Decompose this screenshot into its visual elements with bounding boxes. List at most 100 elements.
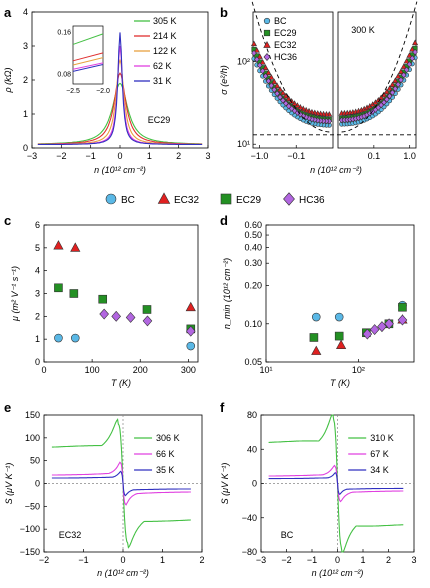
panel-b-point-3 (409, 55, 416, 62)
panel-b-legend-label: EC32 (274, 40, 297, 50)
panel-a-ytick-label: 2 (23, 75, 28, 85)
panel-f-xtick-label: 1 (360, 555, 365, 565)
legend-marker-ec29 (220, 193, 232, 205)
panel-b-point-2 (397, 68, 404, 74)
panel-e-legend-label: 66 K (156, 449, 175, 459)
panel-e-xtick-label: −1 (78, 555, 88, 565)
panel-b-legend-marker (263, 29, 271, 37)
legend-marker-ec32 (157, 192, 171, 204)
panel-b-point-2 (279, 89, 286, 96)
legend-label-ec32: EC32 (174, 195, 199, 206)
legend-label-hc36: HC36 (299, 195, 325, 206)
panel-e-ytick-label: 150 (25, 410, 40, 420)
panel-a-inset-xtick-label: −2.0 (96, 88, 110, 95)
panel-b-point-3 (254, 56, 260, 63)
panel-b-ylabel: σ (e²/h) (219, 65, 229, 94)
panel-f-xtick-label: 2 (386, 555, 391, 565)
panel-b-legend-label: EC29 (274, 28, 297, 38)
panel-a-inset-curve-0 (72, 33, 104, 45)
panel-b-point-2 (259, 59, 266, 65)
panel-b-legend-marker (263, 41, 271, 48)
panel-d-ytick-label: 0.50 (244, 230, 262, 240)
legend-marker-hc36 (283, 192, 295, 206)
panel-b-point-3 (386, 92, 393, 100)
panel-b-legend-label: BC (274, 16, 287, 26)
panel-a-ytick-label: 1 (23, 109, 28, 119)
panel-c-xtick-label: 100 (85, 365, 100, 375)
panel-f-ytick-label: 40 (247, 444, 257, 454)
panel-a-xtick-label: −3 (27, 151, 37, 161)
panel-f-ytick-label: 0 (252, 479, 257, 489)
panel-c-ytick-label: 0 (35, 357, 40, 367)
panel-b-fit-right (341, 1, 418, 133)
panel-a-xtick-label: 1 (147, 151, 152, 161)
panel-b-point-2 (383, 88, 390, 95)
panel-b-point-2 (395, 73, 402, 79)
panel-c-point-3 (125, 312, 136, 323)
panel-e-ytick-label: 100 (25, 433, 40, 443)
panel-c-point-2 (69, 289, 79, 298)
panel-d-ylabel: n_min (10¹² cm⁻²) (222, 258, 232, 329)
panel-d-point-2 (309, 333, 319, 342)
panel-label-f: f (220, 400, 225, 415)
panel-d-point-3 (362, 328, 373, 340)
panel-f-xtick-label: −3 (256, 555, 266, 565)
panel-b-point-3 (280, 97, 286, 104)
panel-c-ylabel: μ (m² V⁻¹ s⁻¹) (10, 266, 20, 322)
panel-b-point-3 (383, 96, 390, 103)
panel-a-inset-curve-2 (72, 57, 104, 66)
panel-e-ytick-label: 50 (30, 456, 40, 466)
panel-e-legend-label: 306 K (156, 433, 180, 443)
panel-a-curve-4 (37, 32, 203, 146)
panel-a-ytick-label: 4 (23, 7, 28, 17)
panel-c-ytick-label: 2 (35, 311, 40, 321)
panel-b-point-2 (256, 53, 263, 59)
panel-f-curve-2 (268, 471, 404, 496)
panel-b-point-2 (253, 47, 260, 53)
panel-b-xtick-label: 1.0 (403, 151, 416, 161)
panel-e-curve-1 (51, 461, 191, 506)
panel-e-ytick-label: 0 (35, 479, 40, 489)
panel-a-legend-label: 214 K (153, 31, 177, 41)
panel-d-point-3 (384, 318, 394, 330)
panel-e-xtick-label: 0 (120, 555, 125, 565)
panel-c-point-0 (54, 333, 63, 343)
panel-f-ytick-label: −40 (242, 513, 257, 523)
panel-a-annotation: EC29 (148, 115, 171, 125)
panel-d-point-0 (334, 312, 344, 322)
panel-b-point-3 (268, 82, 275, 89)
panel-c-frame (43, 224, 199, 363)
panel-c-xtick-label: 0 (41, 365, 46, 375)
panel-e-xtick-label: −2 (39, 555, 49, 565)
panel-f-legend-label: 67 K (370, 449, 389, 459)
panel-label-a: a (4, 5, 12, 20)
panel-a-xtick-label: 2 (176, 151, 181, 161)
panel-b-point-3 (259, 67, 266, 75)
panel-d-point-2 (398, 302, 407, 312)
panel-b-point-3 (262, 72, 269, 80)
panel-a-xtick-label: 0 (117, 151, 122, 161)
panel-b-annotation: 300 K (351, 25, 375, 35)
panel-f-xtick-label: 0 (335, 555, 340, 565)
panel-c-point-1 (70, 242, 81, 252)
panel-b-point-3 (412, 48, 418, 56)
panel-c-point-0 (186, 341, 196, 351)
legend-label-ec29: EC29 (236, 195, 261, 206)
panel-b-point-3 (277, 93, 283, 101)
panel-c-point-2 (142, 305, 152, 314)
panel-b-point-2 (268, 74, 275, 80)
panel-d-point-3 (369, 324, 380, 336)
panel-b-point-2 (406, 52, 413, 58)
panel-label-d: d (220, 213, 228, 228)
panel-b-point-2 (400, 63, 407, 69)
panel-a-xtick-label: −2 (56, 151, 66, 161)
panel-b-point-3 (395, 81, 401, 88)
panel-b-point-2 (282, 92, 289, 99)
panel-d-point-3 (377, 321, 387, 333)
panel-b-point-2 (277, 86, 284, 92)
panel-d-point-3 (397, 314, 408, 326)
panel-a-ylabel: ρ (kΩ) (3, 68, 13, 94)
panel-b-point-2 (262, 64, 269, 70)
panel-b-point-3 (403, 66, 410, 74)
panel-b-legend-label: HC36 (274, 52, 297, 62)
